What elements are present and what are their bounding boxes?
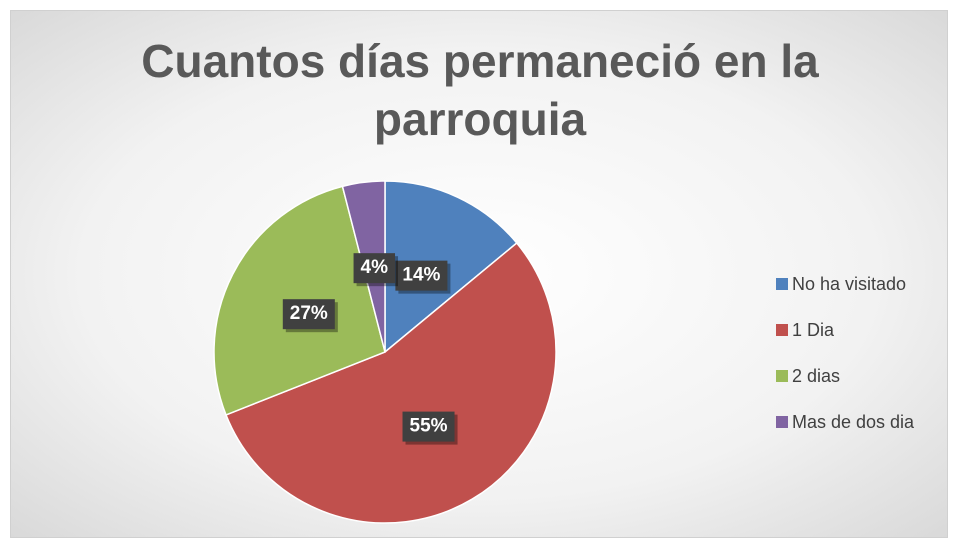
data-label: 55% <box>402 411 458 445</box>
data-label-text: 55% <box>410 416 448 437</box>
legend-label: 1 Dia <box>792 320 835 340</box>
data-label-text: 14% <box>402 265 440 286</box>
data-label: 27% <box>282 299 338 333</box>
data-label-text: 27% <box>290 303 328 324</box>
pie-slice <box>225 241 557 524</box>
data-label-box <box>395 260 448 291</box>
data-label: 4% <box>353 253 399 287</box>
legend-label: Mas de dos dia <box>792 412 915 432</box>
legend-label: 2 dias <box>792 366 840 386</box>
legend-label: No ha visitado <box>792 274 906 294</box>
chart-title: Cuantos días permaneció en la parroquia <box>141 35 819 145</box>
data-label: 14% <box>395 260 451 294</box>
data-label-text: 4% <box>361 257 389 278</box>
data-label-box <box>353 253 396 284</box>
data-label-box <box>402 411 455 442</box>
legend-swatch <box>776 278 788 290</box>
pie-slice <box>384 180 518 354</box>
legend-swatch <box>776 416 788 428</box>
data-label-box <box>282 299 335 330</box>
legend-swatch <box>776 370 788 382</box>
legend-swatch <box>776 324 788 336</box>
